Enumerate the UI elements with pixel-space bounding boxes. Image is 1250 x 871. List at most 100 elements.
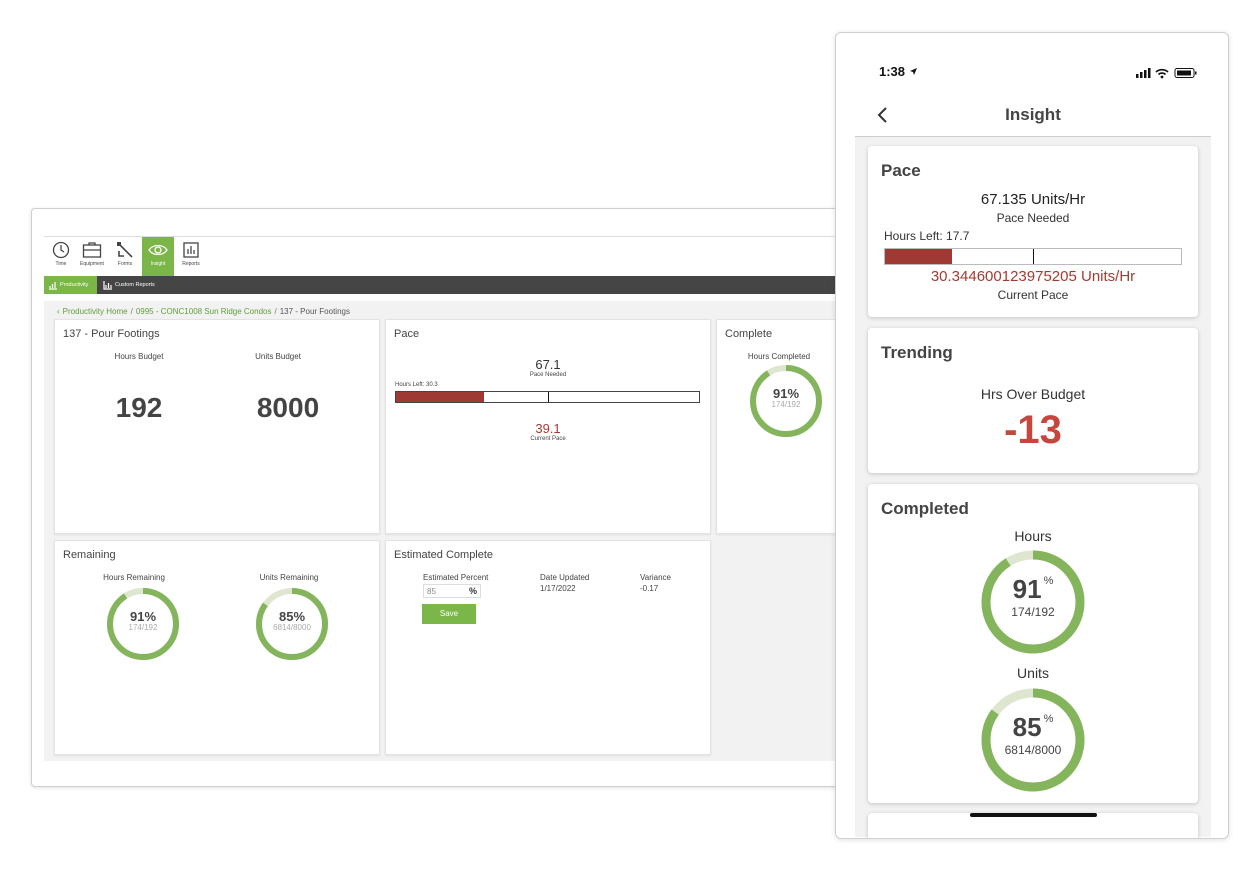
percent-value: 85: [278, 609, 294, 624]
percent-unit: %: [1043, 713, 1054, 725]
label: Pace Needed: [529, 372, 567, 378]
ring-text: 91% 174/192: [973, 574, 1093, 620]
label: Hours: [1014, 528, 1052, 544]
home-indicator: [970, 813, 1097, 817]
nav-label: Equipment: [80, 261, 104, 267]
percent-value: 91: [1012, 574, 1042, 604]
ring-ratio: 174/192: [128, 623, 158, 632]
nav-label: Reports: [182, 261, 200, 267]
nav-label: Insight: [150, 261, 166, 267]
ring-svg: [981, 550, 1085, 654]
ring-ratio: 174/192: [1011, 605, 1055, 619]
percent-unit: %: [1043, 575, 1054, 587]
breadcrumb: ‹ Productivity Home/0995 - CONC1008 Sun R…: [57, 307, 350, 316]
completed-card: Completed Hours 91% 174/192 Units 85% 6814…: [868, 484, 1198, 803]
card-title: Pace: [881, 161, 921, 180]
ring-percent: 91%: [726, 387, 846, 400]
label: Current Pace: [997, 288, 1069, 302]
divider: [44, 236, 844, 237]
hrs-over-budget: -13: [1004, 408, 1062, 452]
label: Units Remaining: [259, 573, 319, 582]
current-pace-bar: [885, 249, 952, 264]
back-button[interactable]: [876, 106, 888, 124]
card-title: 137 - Pour Footings: [63, 328, 160, 340]
estimated-card: Estimated Complete Estimated Percent 85 …: [385, 540, 711, 755]
ring-percent: 91%: [973, 574, 1093, 604]
date-updated: 1/17/2022: [540, 584, 576, 593]
hours-left: 17.7: [946, 229, 970, 243]
divider: [855, 136, 1211, 137]
label: Hours Budget: [114, 352, 164, 361]
ring-text: 91% 174/192: [726, 387, 846, 409]
label: Variance: [640, 573, 671, 582]
percent-value: 91: [772, 386, 788, 401]
hours-left: 30.3: [426, 382, 438, 388]
tab-custom-reports[interactable]: Custom Reports: [99, 276, 165, 294]
status-icons: [1136, 68, 1197, 79]
card-title: Trending: [881, 343, 953, 362]
label: Date Updated: [540, 573, 590, 582]
ring-text: 85% 6814/8000: [232, 610, 352, 632]
percent-unit: %: [293, 609, 306, 624]
ring-progress: [107, 588, 179, 660]
label: Units: [1017, 665, 1049, 681]
ring-progress: [981, 688, 1085, 792]
status-time: 1:38: [879, 64, 906, 79]
needed-pace-marker: [1033, 249, 1034, 264]
pace-needed-value: 67.135: [980, 191, 1027, 208]
pace-bar: [884, 248, 1182, 265]
label: Hours Remaining: [103, 573, 165, 582]
ring-percent: 91%: [83, 610, 203, 623]
units-budget: 8000: [256, 392, 320, 423]
label: Hours Left:: [395, 382, 425, 388]
input-value: 85: [427, 587, 436, 596]
current-pace-value: 39.1: [535, 421, 561, 436]
crumb-link[interactable]: Productivity Home: [62, 307, 128, 316]
current-pace-bar: [396, 392, 485, 402]
card-title: Pace: [394, 328, 420, 340]
card-title: Completed: [881, 499, 969, 518]
ring-progress: [256, 588, 328, 660]
remaining-card: Remaining Hours Remaining Units Remainin…: [54, 540, 380, 755]
crumb-link[interactable]: 0995 - CONC1008 Sun Ridge Condos: [135, 307, 272, 316]
nav-insight[interactable]: Insight: [142, 237, 174, 276]
ring-progress: [750, 365, 822, 437]
crumb-current: 137 - Pour Footings: [279, 307, 350, 316]
trending-card: Trending Hrs Over Budget -13: [868, 328, 1198, 473]
nav-time[interactable]: Time: [46, 237, 76, 275]
nav-label: Forms: [117, 261, 133, 267]
ring-progress: [981, 550, 1085, 654]
save-button[interactable]: Save: [422, 604, 476, 624]
pace-bar: [395, 391, 700, 403]
variance: -0.17: [640, 584, 659, 593]
hours-budget: 192: [115, 392, 163, 423]
label: Current Pace: [530, 436, 566, 442]
nav-reports[interactable]: Reports: [176, 237, 206, 275]
ring-text: 91% 174/192: [83, 610, 203, 632]
ring-ratio: 174/192: [771, 400, 801, 409]
card-title: Complete: [725, 328, 773, 340]
percent-value: 85: [1012, 712, 1042, 742]
percent-input[interactable]: 85 %: [423, 584, 481, 598]
percent-unit: %: [144, 609, 157, 624]
budget-card: 137 - Pour Footings Hours Budget Units B…: [54, 319, 380, 534]
ring-svg: [256, 588, 328, 660]
nav-equipment[interactable]: Equipment: [77, 237, 107, 275]
current-pace-value: 30.344600123975205: [930, 268, 1077, 285]
ring-svg: [107, 588, 179, 660]
pace-needed-value: 67.1: [535, 357, 561, 372]
nav-forms[interactable]: Forms: [110, 237, 140, 275]
label: Estimated Percent: [423, 573, 489, 582]
sub-nav: Productivity Custom Reports: [44, 276, 844, 294]
crumb-separator: /: [274, 307, 277, 316]
ring-percent: 85%: [232, 610, 352, 623]
unit: Units/Hr: [1081, 268, 1136, 285]
ring-percent: 85%: [973, 712, 1093, 742]
label: Pace Needed: [996, 211, 1070, 225]
ring-ratio: 6814/8000: [1004, 743, 1062, 757]
crumb-separator: /: [130, 307, 133, 316]
ring-ratio: 6814/8000: [273, 623, 311, 632]
desktop-window: Time Equipment Forms Insight Reports Pro…: [31, 208, 863, 787]
tab-label: Custom Reports: [115, 282, 155, 288]
tab-productivity[interactable]: Productivity: [44, 276, 97, 294]
